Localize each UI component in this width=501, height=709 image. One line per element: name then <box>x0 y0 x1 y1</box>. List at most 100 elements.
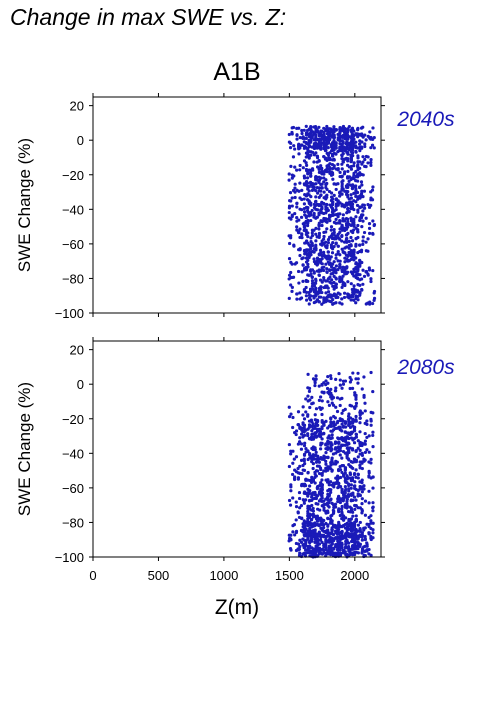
data-point <box>347 487 351 491</box>
data-point <box>369 519 373 523</box>
data-point <box>322 390 326 394</box>
data-point <box>340 167 344 171</box>
data-point <box>326 374 330 379</box>
data-point <box>304 131 309 136</box>
data-point <box>354 397 358 401</box>
data-point <box>371 531 375 535</box>
data-point <box>349 167 354 171</box>
data-point <box>352 223 356 227</box>
data-point <box>366 273 370 277</box>
data-point <box>371 232 375 236</box>
data-point <box>322 431 326 435</box>
data-point <box>297 189 301 193</box>
y-axis-label-2080s: SWE Change (%) <box>15 382 34 516</box>
data-point <box>319 295 323 299</box>
data-point <box>309 247 313 251</box>
data-point <box>335 460 339 464</box>
y-tick-label: −20 <box>62 412 84 427</box>
data-point <box>362 393 366 398</box>
data-point <box>322 237 326 241</box>
data-point <box>360 225 364 229</box>
data-point <box>328 157 332 161</box>
data-point <box>341 140 345 144</box>
data-point <box>298 136 302 140</box>
data-point <box>360 288 364 292</box>
data-point <box>297 143 301 147</box>
data-point <box>298 545 302 549</box>
data-point <box>297 496 302 501</box>
data-point <box>327 483 331 487</box>
data-point <box>326 498 330 502</box>
data-point <box>314 133 318 137</box>
data-point <box>348 552 352 557</box>
data-point <box>330 436 334 440</box>
data-point <box>328 137 332 142</box>
data-point <box>295 292 299 296</box>
data-point <box>292 457 296 461</box>
data-point <box>299 442 304 446</box>
data-point <box>340 162 344 166</box>
data-point <box>322 423 326 427</box>
data-point <box>306 181 310 185</box>
data-point <box>351 154 355 158</box>
data-point <box>341 382 346 386</box>
data-point <box>347 135 351 139</box>
data-point <box>332 164 336 168</box>
data-point <box>304 447 308 451</box>
data-point <box>308 140 313 144</box>
data-point <box>295 205 299 209</box>
data-point <box>307 423 312 427</box>
data-point <box>338 378 342 382</box>
data-point <box>340 149 344 153</box>
data-point <box>326 153 331 157</box>
data-point <box>331 197 335 201</box>
data-point <box>310 279 315 283</box>
data-point <box>310 275 314 279</box>
data-point <box>354 301 358 305</box>
data-point <box>301 263 305 267</box>
data-point <box>294 505 299 509</box>
data-point <box>311 506 315 511</box>
data-point <box>294 455 299 459</box>
data-point <box>293 533 297 537</box>
data-point <box>319 251 323 255</box>
data-point <box>359 180 364 184</box>
data-point <box>354 169 358 174</box>
data-point <box>306 262 310 266</box>
data-point <box>363 499 368 503</box>
y-tick-label: −60 <box>62 237 84 252</box>
data-point <box>291 496 295 500</box>
data-point <box>363 442 367 446</box>
data-point <box>304 161 308 165</box>
data-point <box>343 489 347 493</box>
data-point <box>340 456 344 460</box>
data-point <box>354 518 358 522</box>
data-point <box>371 185 375 189</box>
data-point <box>346 169 350 173</box>
data-point <box>361 209 365 213</box>
data-point <box>317 170 321 174</box>
data-point <box>325 227 329 231</box>
data-point <box>354 377 358 381</box>
y-tick-label: −100 <box>55 306 84 321</box>
data-point <box>347 239 351 243</box>
data-point <box>372 136 376 140</box>
data-point <box>329 490 333 494</box>
data-point <box>301 166 305 170</box>
data-point <box>356 298 360 302</box>
data-point <box>313 447 317 452</box>
data-point <box>320 290 324 295</box>
data-point <box>320 406 324 410</box>
data-point <box>320 256 324 261</box>
data-point <box>352 217 356 221</box>
data-point <box>344 516 348 520</box>
data-point <box>358 416 362 420</box>
data-point <box>317 460 321 464</box>
data-point <box>319 176 323 180</box>
data-point <box>324 419 328 423</box>
data-point <box>353 425 357 429</box>
data-point <box>318 508 322 512</box>
data-point <box>363 450 368 454</box>
data-point <box>298 181 302 185</box>
data-point <box>371 430 375 434</box>
